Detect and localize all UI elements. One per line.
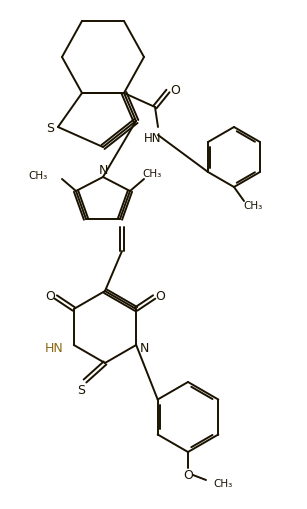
Text: HN: HN <box>144 131 162 144</box>
Text: N: N <box>98 163 108 176</box>
Text: O: O <box>170 83 180 96</box>
Text: O: O <box>45 289 55 302</box>
Text: CH₃: CH₃ <box>29 171 48 181</box>
Text: N: N <box>139 342 149 355</box>
Text: CH₃: CH₃ <box>142 168 161 179</box>
Text: S: S <box>77 383 85 395</box>
Text: CH₃: CH₃ <box>243 201 262 211</box>
Text: S: S <box>46 122 54 135</box>
Text: O: O <box>155 289 165 302</box>
Text: CH₃: CH₃ <box>213 478 232 488</box>
Text: O: O <box>183 469 193 482</box>
Text: HN: HN <box>45 342 64 355</box>
